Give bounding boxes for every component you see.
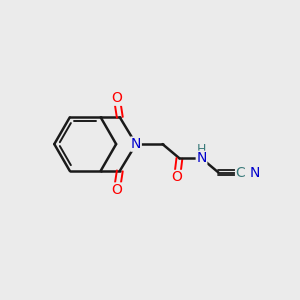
Text: O: O (172, 170, 182, 184)
Text: C: C (236, 166, 245, 179)
Text: O: O (111, 183, 122, 197)
Text: O: O (111, 91, 122, 105)
Text: N: N (196, 151, 207, 165)
Text: H: H (197, 143, 206, 156)
Text: N: N (250, 166, 260, 179)
Text: N: N (131, 137, 141, 151)
